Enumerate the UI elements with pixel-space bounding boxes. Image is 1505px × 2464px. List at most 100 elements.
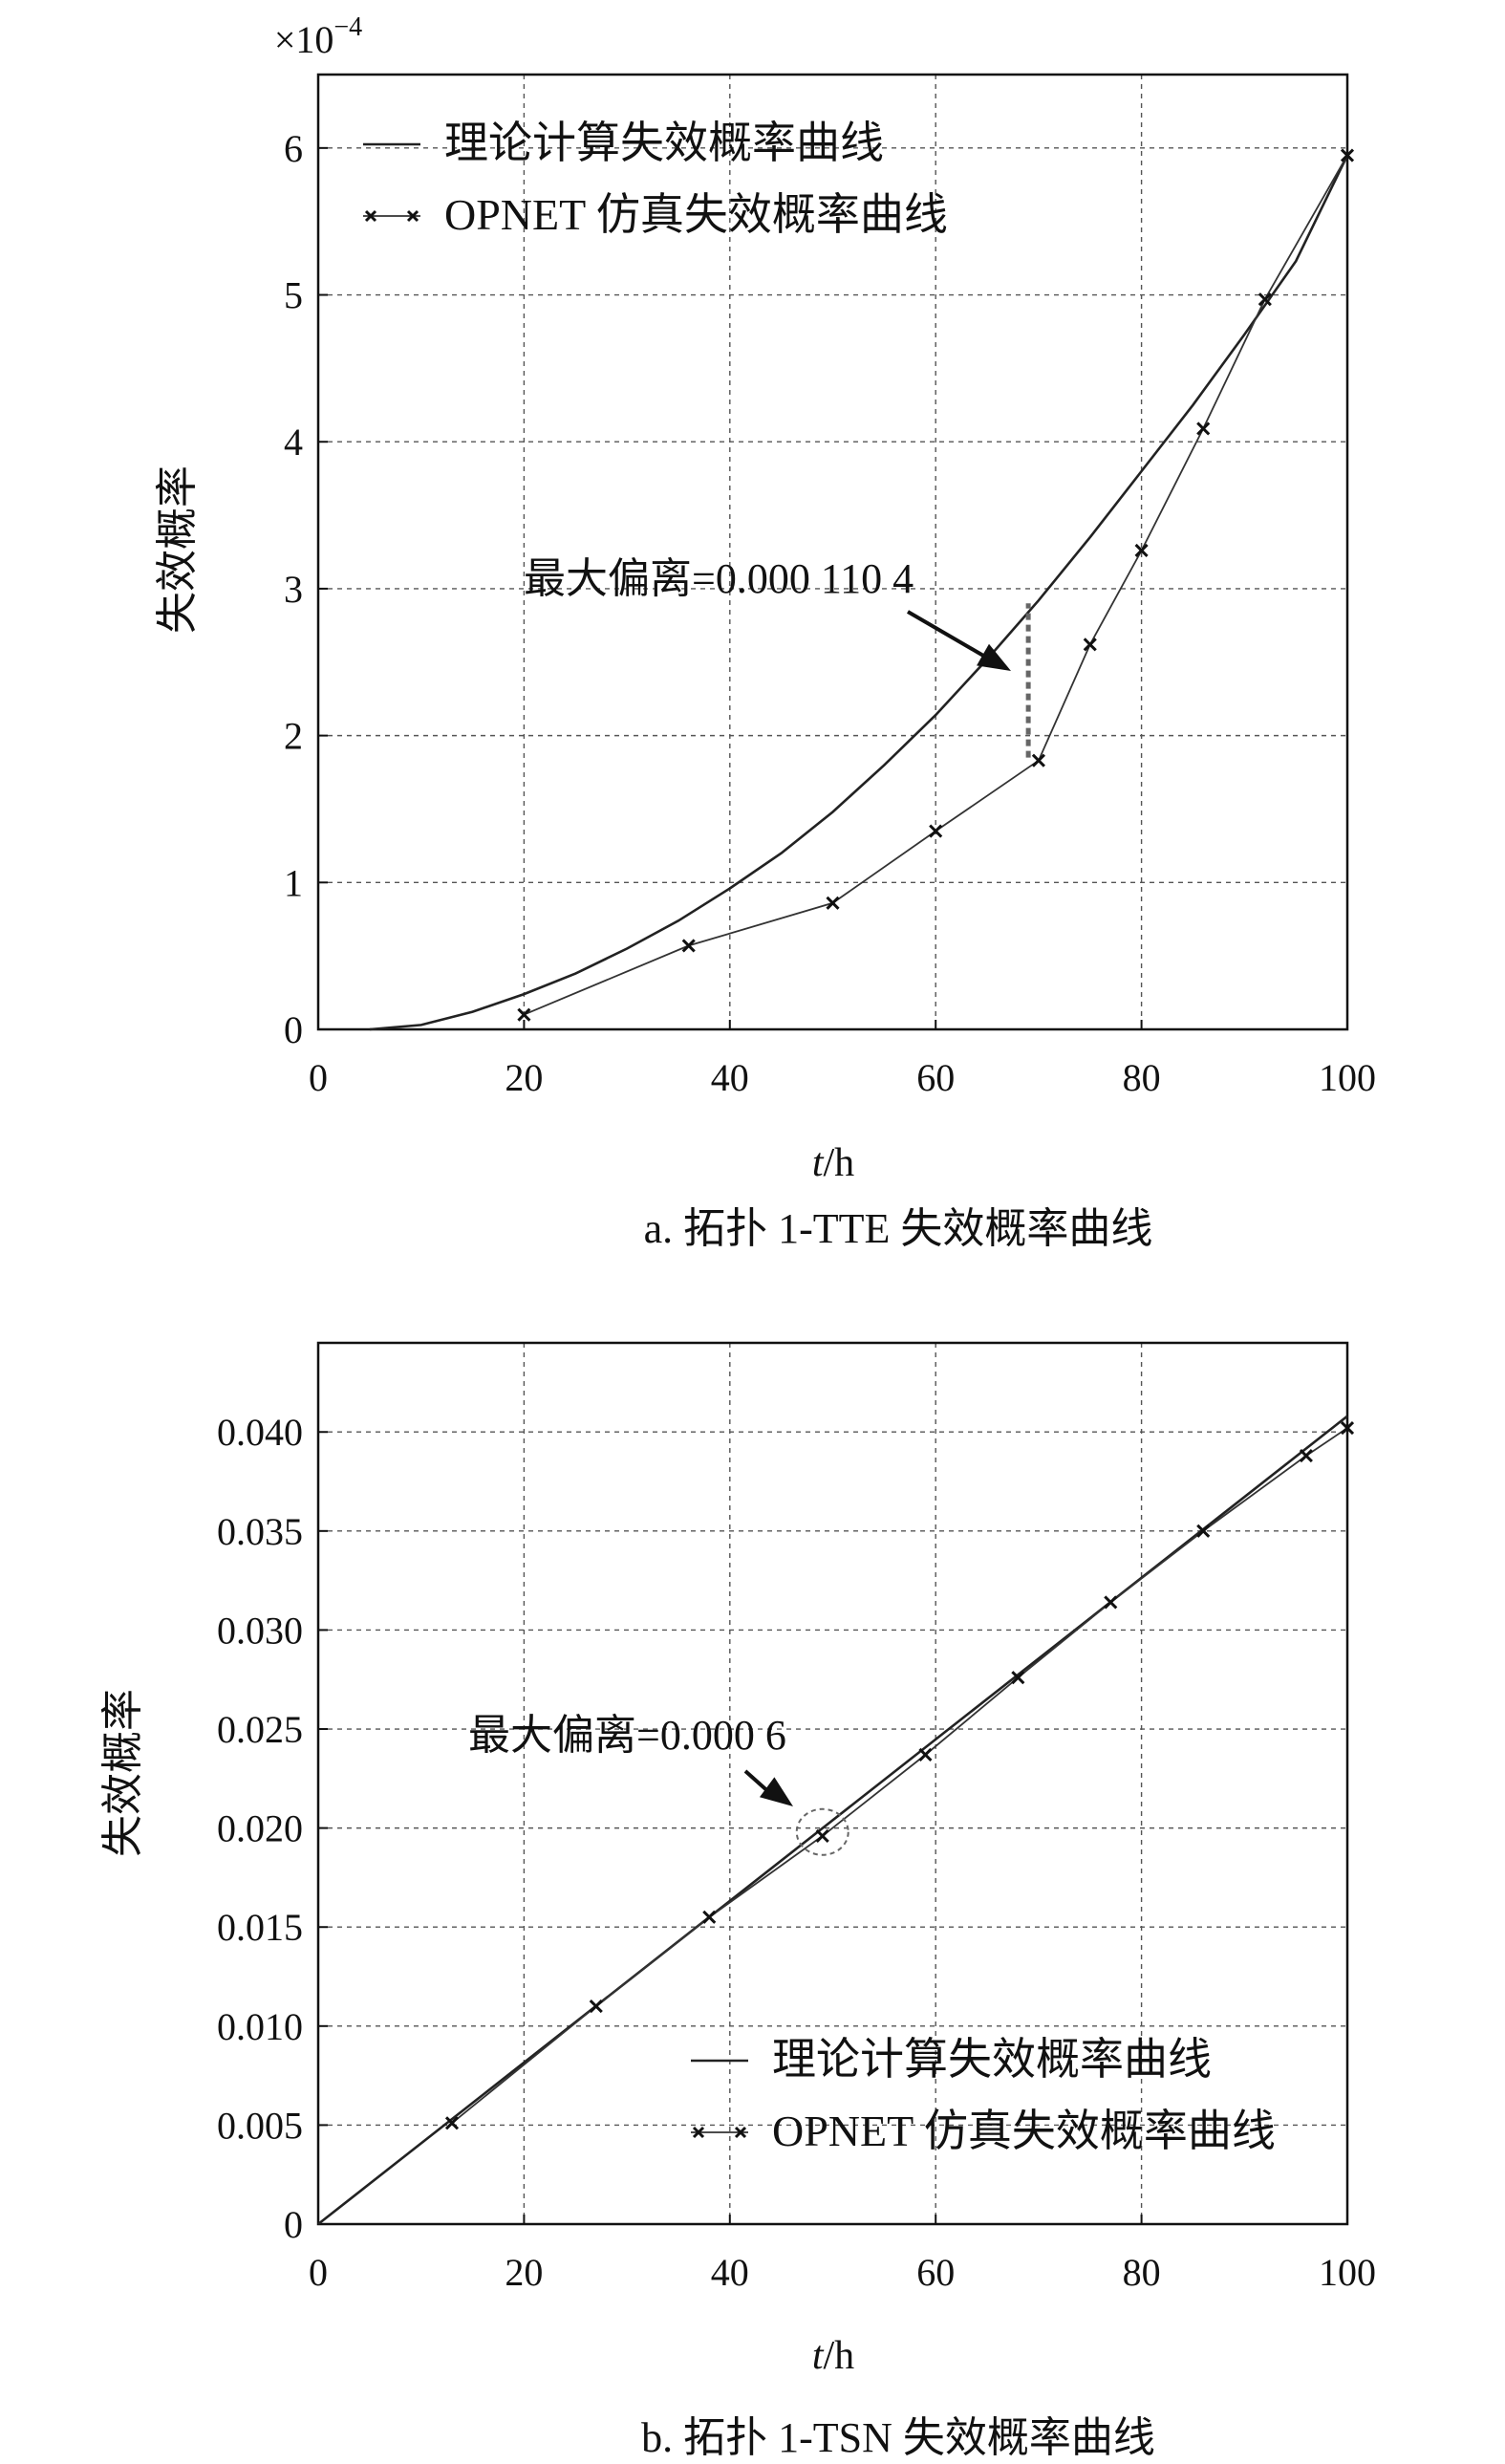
data-point-marker <box>1031 753 1045 767</box>
x-tick-label: 0 <box>309 2251 328 2294</box>
y-tick-label: 3 <box>284 568 303 611</box>
marker-stroke <box>1258 292 1272 307</box>
x-tick-label: 40 <box>711 2251 749 2294</box>
marker-stroke <box>1134 543 1149 558</box>
y-tick-label: 5 <box>284 274 303 317</box>
figure-caption: a. 拓扑 1-TTE 失效概率曲线 <box>644 1205 1153 1252</box>
marker-stroke <box>826 896 840 910</box>
figure-caption: b. 拓扑 1-TSN 失效概率曲线 <box>641 2414 1155 2461</box>
x-tick-label: 100 <box>1319 2251 1376 2294</box>
legend-entry: OPNET 仿真失效概率曲线 <box>363 190 948 239</box>
plot-frame <box>316 73 1349 1031</box>
y-tick-label: 1 <box>284 861 303 904</box>
x-axis-variable: t <box>812 2334 825 2378</box>
marker-stroke <box>1031 753 1045 767</box>
plot-frame <box>316 1341 1349 2226</box>
chart-b: 0 20 40 60 80 100 0 0.005 0.010 0.015 0.020 0.025 0.… <box>99 1341 1376 2461</box>
marker-stroke <box>681 939 696 953</box>
y-tick-label: 0 <box>284 1008 303 1051</box>
legend-label: 理论计算失效概率曲线 <box>444 119 884 167</box>
x-axis-label: t/h <box>812 1141 854 1185</box>
legend-marker <box>692 2126 705 2139</box>
x-tick-label: 60 <box>916 1056 955 1099</box>
x-tick-label: 20 <box>505 1056 543 1099</box>
data-point-marker <box>1011 1671 1025 1685</box>
data-point-marker <box>1083 638 1097 652</box>
y-tick-label: 0.010 <box>217 2005 303 2048</box>
y-tick-label: 0.020 <box>217 1807 303 1850</box>
x-axis-label: t/h <box>812 2334 854 2378</box>
marker-stroke <box>589 1999 603 2014</box>
max-deviation-annotation: 最大偏离=0.000 6 <box>468 1712 786 1759</box>
y-tick-label: 0.005 <box>217 2104 303 2147</box>
y-tick-label: 0.025 <box>217 1708 303 1751</box>
x-tick-label: 40 <box>711 1056 749 1099</box>
x-tick-label: 60 <box>916 2251 955 2294</box>
annotation-arrow-shaft <box>906 610 992 661</box>
marker-stroke <box>1104 1595 1118 1610</box>
y-tick-label: 2 <box>284 715 303 758</box>
chart-a: 0 20 40 60 80 100 0 1 2 3 4 5 6 ×10−4 t/h 失效概率 理论计算失效概率曲… <box>154 12 1376 1252</box>
max-deviation-circle <box>795 1807 849 1856</box>
marker-stroke <box>1196 421 1211 436</box>
y-tick-label: 0.030 <box>217 1609 303 1652</box>
marker-stroke <box>918 1747 933 1762</box>
theory-series-line <box>369 154 1349 1031</box>
legend-label: 理论计算失效概率曲线 <box>772 2035 1212 2084</box>
marker-stroke <box>1196 1524 1211 1538</box>
data-point-marker <box>681 939 696 953</box>
x-axis-variable: t <box>812 1141 825 1185</box>
data-point-marker <box>929 824 943 838</box>
y-multiplier-exponent: −4 <box>333 12 362 42</box>
x-tick-label: 0 <box>309 1056 328 1099</box>
y-tick-label: 0.040 <box>217 1411 303 1454</box>
marker-stroke <box>815 1828 829 1843</box>
marker-stroke <box>517 1007 531 1022</box>
y-tick-label: 4 <box>284 421 303 464</box>
data-point-marker <box>1196 1524 1211 1538</box>
simulation-series-line <box>524 155 1348 1016</box>
data-point-marker <box>1196 421 1211 436</box>
annotation-arrow-head <box>759 1777 793 1806</box>
legend-label: OPNET 仿真失效概率曲线 <box>444 190 948 239</box>
marker-stroke <box>1083 638 1097 652</box>
marker-stroke <box>444 2116 460 2130</box>
data-point-marker <box>517 1007 531 1022</box>
data-point-marker <box>918 1747 933 1762</box>
legend-entry: 理论计算失效概率曲线 <box>363 119 884 167</box>
x-axis-unit: /h <box>824 2334 855 2378</box>
data-point-marker <box>1104 1595 1118 1610</box>
marker-stroke <box>1340 148 1355 162</box>
x-tick-label: 20 <box>505 2251 543 2294</box>
data-point-marker <box>826 896 840 910</box>
x-tick-label: 100 <box>1319 1056 1376 1099</box>
data-point-marker <box>702 1910 717 1924</box>
marker-stroke <box>1340 1421 1355 1436</box>
y-tick-label: 6 <box>284 127 303 170</box>
legend-label: OPNET 仿真失效概率曲线 <box>772 2107 1276 2155</box>
marker-stroke <box>1011 1671 1025 1685</box>
marker-stroke <box>702 1910 717 1924</box>
data-point-marker <box>444 2116 460 2130</box>
legend-entry: OPNET 仿真失效概率曲线 <box>691 2107 1276 2155</box>
x-tick-label: 80 <box>1123 2251 1161 2294</box>
data-point-marker <box>815 1828 829 1843</box>
x-axis-unit: /h <box>824 1141 855 1185</box>
data-point-marker <box>1340 148 1355 162</box>
simulation-series-line <box>451 1427 1348 2124</box>
marker-stroke <box>1299 1449 1313 1463</box>
annotation-arrow-head <box>977 643 1011 671</box>
y-multiplier: ×10−4 <box>274 12 362 61</box>
y-axis-label: 失效概率 <box>99 1689 146 1857</box>
y-tick-label: 0.015 <box>217 1906 303 1949</box>
max-deviation-annotation: 最大偏离=0.000 110 4 <box>524 555 914 602</box>
y-axis-label: 失效概率 <box>154 465 201 634</box>
data-point-marker <box>1258 292 1272 307</box>
y-multiplier-base: ×10 <box>274 18 334 61</box>
theory-series-line <box>317 1415 1348 2226</box>
data-point-marker <box>1134 543 1149 558</box>
legend-marker <box>364 209 377 223</box>
y-tick-label: 0.035 <box>217 1510 303 1553</box>
legend-marker <box>734 2126 747 2139</box>
